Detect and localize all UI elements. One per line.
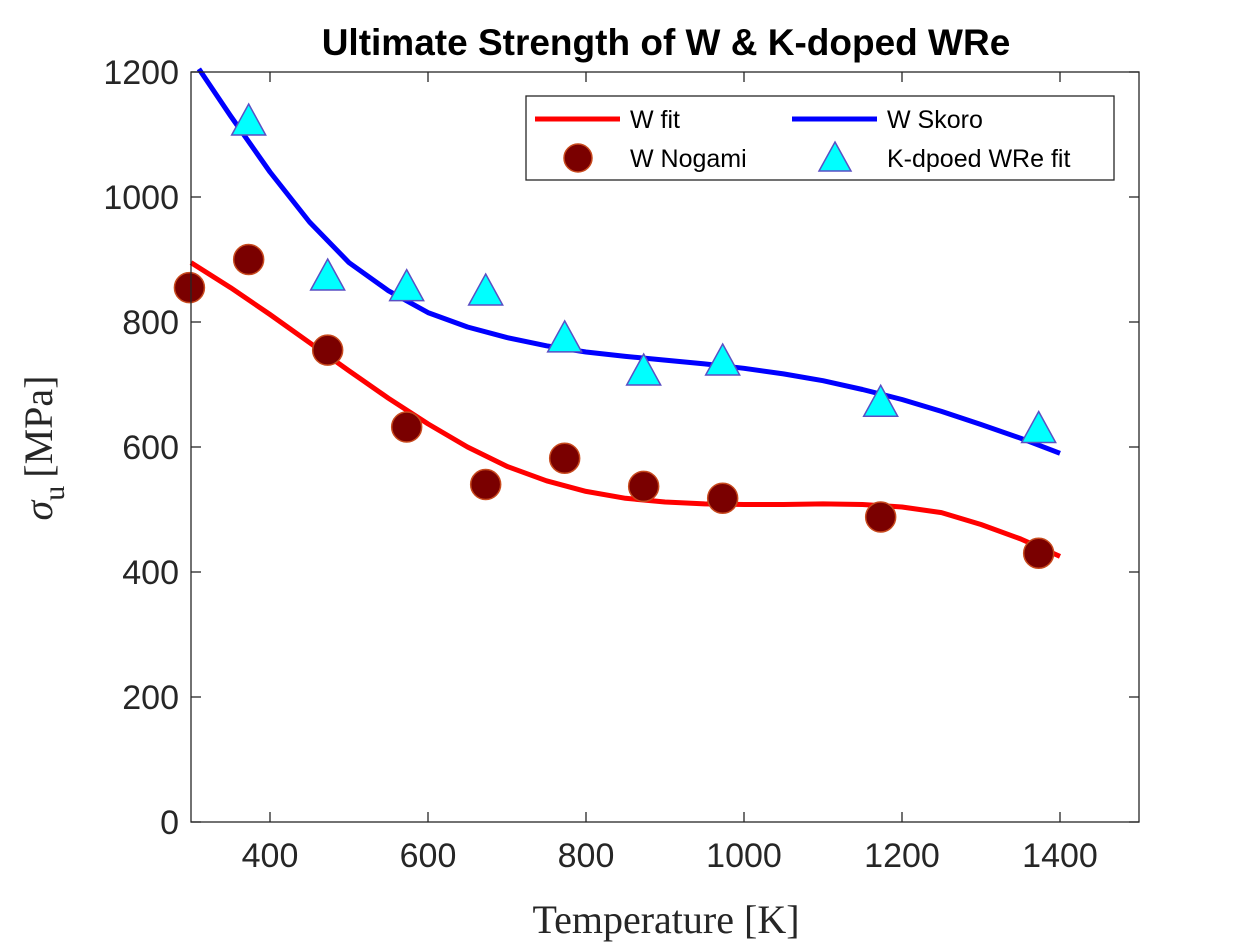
y-tick-label: 600 <box>122 429 179 467</box>
data-point-w-nogami <box>173 271 206 304</box>
x-tick-label: 1200 <box>864 837 940 875</box>
series-k-dpoed-wre-fit <box>230 102 1057 444</box>
data-point-k-dpoed-wre-fit <box>1020 409 1057 444</box>
series-w-nogami <box>173 243 1055 569</box>
y-tick-label: 1200 <box>103 54 179 92</box>
y-tick-label: 0 <box>160 804 179 842</box>
x-tick-label: 1000 <box>706 837 782 875</box>
data-point-k-dpoed-wre-fit <box>704 342 741 376</box>
series-w-skoro <box>196 67 1061 456</box>
y-axis-label-unit: [MPa] <box>16 376 61 478</box>
y-axis-label-subscript: u <box>38 486 71 501</box>
data-point-k-dpoed-wre-fit <box>388 268 425 302</box>
data-point-w-nogami <box>232 243 265 276</box>
y-axis-label: σu [MPa] <box>16 376 71 521</box>
legend: W fit W Skoro W Nogami K-dpoed WRe fit <box>525 95 1115 181</box>
legend-label-w-fit: W fit <box>630 106 680 134</box>
data-point-w-nogami <box>390 411 423 443</box>
legend-marker-k-doped <box>817 140 853 172</box>
legend-label-w-skoro: W Skoro <box>887 106 983 134</box>
data-point-k-dpoed-wre-fit <box>546 319 583 353</box>
axes: 400 600 800 1000 1200 1400 0 200 400 600 800 1000 12… <box>103 54 1140 875</box>
data-point-k-dpoed-wre-fit <box>862 383 899 417</box>
data-point-w-nogami <box>706 482 739 514</box>
y-tick-label: 800 <box>122 304 179 342</box>
data-point-w-nogami <box>627 470 660 503</box>
data-point-k-dpoed-wre-fit <box>230 102 267 136</box>
x-tick-label: 600 <box>400 837 457 875</box>
data-point-w-nogami <box>548 442 581 474</box>
legend-marker-w-nogami <box>563 143 593 173</box>
x-tick-label: 800 <box>558 837 615 875</box>
data-point-w-nogami <box>864 501 897 533</box>
y-tick-label: 1000 <box>103 179 179 217</box>
x-tick-label: 400 <box>242 837 299 875</box>
chart-title: Ultimate Strength of W & K-doped WRe <box>322 22 1011 63</box>
legend-label-k-doped: K-dpoed WRe fit <box>887 145 1070 173</box>
y-axis-label-symbol: σ <box>16 499 61 520</box>
plot-area <box>173 67 1062 569</box>
legend-box <box>525 95 1115 181</box>
data-point-k-dpoed-wre-fit <box>467 272 504 306</box>
x-axis-label: Temperature [K] <box>532 897 799 942</box>
x-tick-label: 1400 <box>1022 837 1098 875</box>
svg-text:σu[MPa]: σu [MPa] <box>16 376 71 521</box>
data-point-k-dpoed-wre-fit <box>309 257 346 291</box>
data-point-w-nogami <box>1022 537 1055 569</box>
data-point-k-dpoed-wre-fit <box>625 352 662 386</box>
y-tick-label: 200 <box>122 679 179 717</box>
y-tick-label: 400 <box>122 554 179 592</box>
data-point-w-nogami <box>311 334 344 366</box>
data-point-w-nogami <box>469 468 502 501</box>
series-line-w-skoro <box>196 67 1061 456</box>
axes-box <box>190 71 1140 823</box>
legend-label-w-nogami: W Nogami <box>630 145 747 173</box>
